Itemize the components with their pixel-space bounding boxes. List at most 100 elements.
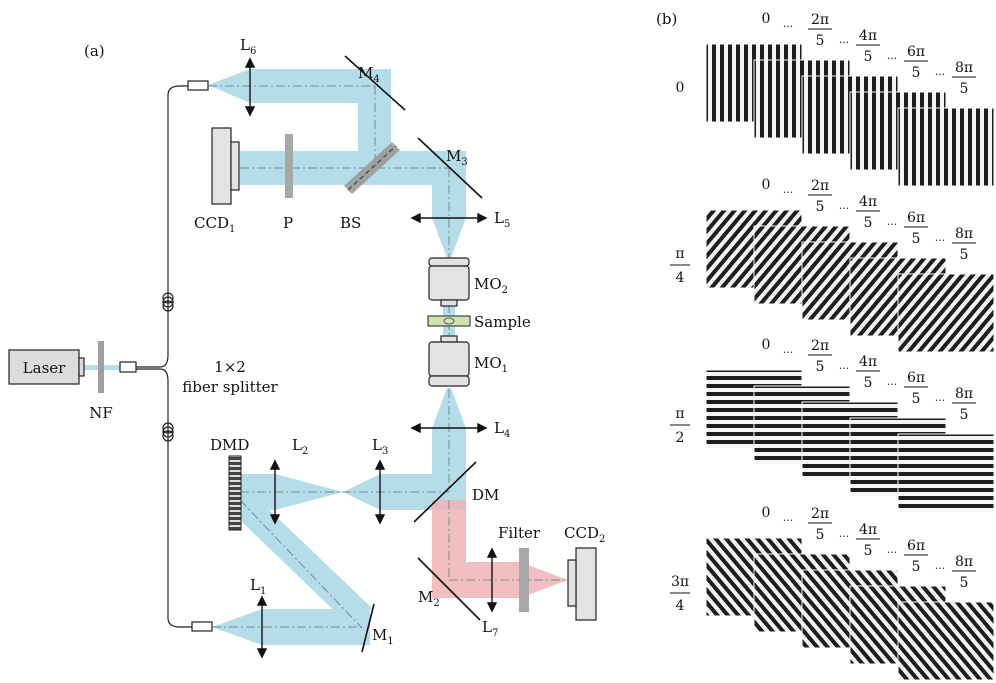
phase-zero-label: 0: [762, 505, 771, 521]
phase-ellipsis: ···: [887, 52, 898, 65]
row-angle-denominator: 4: [676, 270, 685, 286]
label-l4: L4: [494, 419, 510, 440]
phase-ellipsis: ···: [839, 202, 850, 215]
label-filter: Filter: [498, 524, 541, 542]
blue-beams: [84, 69, 466, 645]
label-ccd1: CCD1: [194, 214, 235, 235]
phase-denominator: 5: [912, 391, 921, 407]
phase-numerator: 6π: [907, 370, 925, 386]
phase-numerator: 2π: [811, 506, 829, 522]
splitter-label-line1: 1×2: [214, 358, 246, 376]
phase-numerator: 4π: [859, 354, 877, 370]
phase-ellipsis: ···: [887, 546, 898, 559]
phase-numerator: 8π: [955, 60, 973, 76]
phase-denominator: 5: [864, 543, 873, 559]
phase-numerator: 4π: [859, 522, 877, 538]
label-sample: Sample: [474, 313, 531, 331]
label-mo2: MO2: [474, 275, 508, 296]
phase-ellipsis: ···: [783, 514, 794, 527]
ccd1-camera: [211, 127, 240, 205]
phase-ellipsis: ···: [935, 562, 946, 575]
panel-a-label: (a): [84, 42, 105, 60]
mirror-m4: [344, 55, 406, 111]
phase-denominator: 5: [912, 559, 921, 575]
lenses: [244, 57, 498, 659]
nf-label: NF: [89, 404, 113, 422]
splitter-label-line2: fiber splitter: [182, 378, 278, 396]
fringe-pattern: [897, 107, 995, 187]
component-labels: L6 M4 M3 CCD1 P BS L5 MO2 Sample MO1 L4 …: [194, 36, 605, 647]
label-l3: L3: [372, 436, 388, 457]
label-m4: M4: [358, 64, 380, 85]
phase-denominator: 5: [816, 33, 825, 49]
connector-splitter: [119, 361, 137, 373]
lens-l5: [410, 212, 488, 224]
label-m2: M2: [418, 588, 440, 609]
label-ccd2: CCD2: [564, 524, 605, 545]
mirror-m2: [417, 557, 481, 621]
lens-l7: [486, 547, 498, 613]
phase-numerator: 8π: [955, 554, 973, 570]
polarizer: [285, 134, 293, 198]
label-l6: L6: [240, 36, 256, 57]
sample-slide: [427, 315, 471, 327]
label-l1: L1: [250, 576, 266, 597]
fiber-lower: [136, 368, 192, 628]
objective-mo2: [428, 257, 470, 307]
row-angle-numerator: 3π: [671, 574, 689, 590]
phase-zero-label: 0: [762, 177, 771, 193]
phase-numerator: 2π: [811, 338, 829, 354]
phase-denominator: 5: [912, 231, 921, 247]
phase-ellipsis: ···: [839, 362, 850, 375]
label-p: P: [283, 214, 293, 232]
mirror-m1: [361, 603, 375, 653]
label-m1: M1: [372, 626, 394, 647]
lens-l2: [269, 459, 281, 525]
fringe-pattern-grid: 0 0 ··· 2π 5 ··· 4π 5 ··· 6π 5 ··· 8π 5 π 4 0 ··· 2π 5 ··· 4π…: [670, 11, 995, 681]
lens-l1: [256, 595, 268, 659]
beam-dmd-to-m1: [240, 482, 372, 628]
phase-ellipsis: ···: [839, 36, 850, 49]
phase-denominator: 5: [960, 247, 969, 263]
phase-numerator: 4π: [859, 194, 877, 210]
phase-denominator: 5: [816, 359, 825, 375]
fringe-pattern: [897, 601, 995, 681]
phase-denominator: 5: [864, 215, 873, 231]
phase-numerator: 2π: [811, 178, 829, 194]
row-angle-label: 0: [676, 80, 685, 96]
phase-numerator: 6π: [907, 44, 925, 60]
phase-ellipsis: ···: [887, 218, 898, 231]
phase-denominator: 5: [960, 575, 969, 591]
laser: Laser: [8, 349, 85, 385]
connector-upper: [187, 80, 209, 91]
phase-denominator: 5: [912, 65, 921, 81]
label-l5: L5: [494, 209, 510, 230]
phase-numerator: 6π: [907, 210, 925, 226]
phase-denominator: 5: [960, 81, 969, 97]
label-dmd: DMD: [210, 436, 249, 454]
fibers: [136, 85, 192, 628]
phase-ellipsis: ···: [887, 378, 898, 391]
row-angle-numerator: π: [675, 406, 684, 422]
ccd2-camera: [567, 547, 597, 621]
phase-zero-label: 0: [762, 337, 771, 353]
row-angle-denominator: 4: [676, 598, 685, 614]
label-bs: BS: [340, 214, 361, 232]
row-angle-denominator: 2: [676, 430, 685, 446]
panel-b-label: (b): [656, 10, 677, 28]
phase-denominator: 5: [960, 407, 969, 423]
notch-filter: [98, 341, 104, 393]
phase-zero-label: 0: [762, 11, 771, 27]
phase-denominator: 5: [816, 527, 825, 543]
phase-numerator: 4π: [859, 28, 877, 44]
label-dm: DM: [472, 486, 499, 504]
phase-numerator: 2π: [811, 12, 829, 28]
fiber-coil-upper: [162, 292, 174, 312]
phase-ellipsis: ···: [935, 234, 946, 247]
phase-ellipsis: ···: [783, 20, 794, 33]
fiber-coil-lower: [162, 422, 174, 442]
label-l7: L7: [482, 618, 498, 639]
fiber-upper: [136, 85, 188, 368]
emission-filter: [519, 548, 529, 612]
